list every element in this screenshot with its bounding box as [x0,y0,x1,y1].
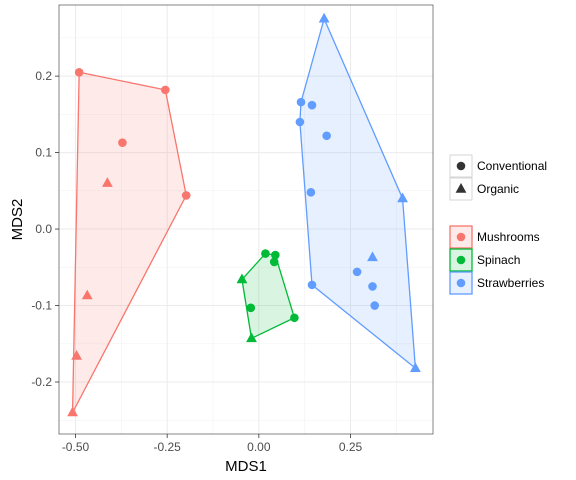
legend-label-strawberries: Strawberries [477,276,544,290]
legend-label-conventional: Conventional [477,159,547,173]
legend-color-symbol [456,255,466,265]
axes: -0.50 -0.25 0.00 0.25 -0.2 -0.1 0.0 0.1 0.2 [31,69,362,454]
x-tick-label: -0.25 [153,440,181,454]
x-tick-label: 0.00 [247,440,271,454]
point-strawberries-conventional [322,131,331,141]
y-tick-label: -0.1 [31,299,52,313]
legend: Conventional Organic Mushrooms Spinach Straw… [449,154,547,295]
point-spinach-conventional [271,250,280,260]
point-strawberries-conventional [295,117,305,127]
point-strawberries-conventional [306,188,316,197]
plot-panel-border [58,4,434,435]
point-mushrooms-conventional [118,138,127,147]
y-tick-label: 0.0 [35,222,52,236]
y-tick-label: 0.2 [35,69,52,83]
legend-label-mushrooms: Mushrooms [477,230,540,244]
x-axis-title: MDS1 [225,458,267,475]
legend-color-symbol [456,232,466,242]
group-hulls [71,16,417,413]
y-tick-label: 0.1 [35,146,52,160]
legend-circle-symbol [456,161,466,171]
legend-label-organic: Organic [477,182,519,196]
point-strawberries-organic [318,12,330,23]
point-spinach-conventional [290,313,299,323]
point-strawberries-organic [397,192,408,203]
y-tick-label: -0.2 [31,375,52,389]
data-points [67,12,421,417]
point-strawberries-conventional [368,282,377,291]
legend-label-spinach: Spinach [477,253,520,267]
point-strawberries-conventional [307,100,317,110]
point-mushrooms-conventional [74,67,84,77]
x-tick-label: 0.25 [339,440,363,454]
point-strawberries-organic [410,362,421,372]
x-tick-label: -0.50 [62,440,90,454]
point-strawberries-organic [367,251,378,262]
point-strawberries-conventional [352,267,362,277]
point-strawberries-conventional [307,280,317,290]
point-strawberries-conventional [370,301,380,310]
point-spinach-organic [236,273,248,284]
hull-spinach [241,252,296,340]
point-spinach-conventional [246,303,256,313]
point-spinach-conventional [269,257,279,267]
legend-triangle-symbol [455,183,467,193]
point-mushrooms-organic [102,177,113,187]
legend-color-symbol [456,278,466,288]
point-mushrooms-conventional [161,85,170,95]
point-mushrooms-organic [67,406,78,417]
point-spinach-organic [246,332,257,343]
point-mushrooms-conventional [181,191,191,200]
point-strawberries-conventional [296,97,306,107]
point-mushrooms-organic [71,350,82,360]
point-mushrooms-organic [81,289,93,300]
y-axis-title: MDS2 [9,199,26,241]
point-spinach-conventional [261,249,270,258]
